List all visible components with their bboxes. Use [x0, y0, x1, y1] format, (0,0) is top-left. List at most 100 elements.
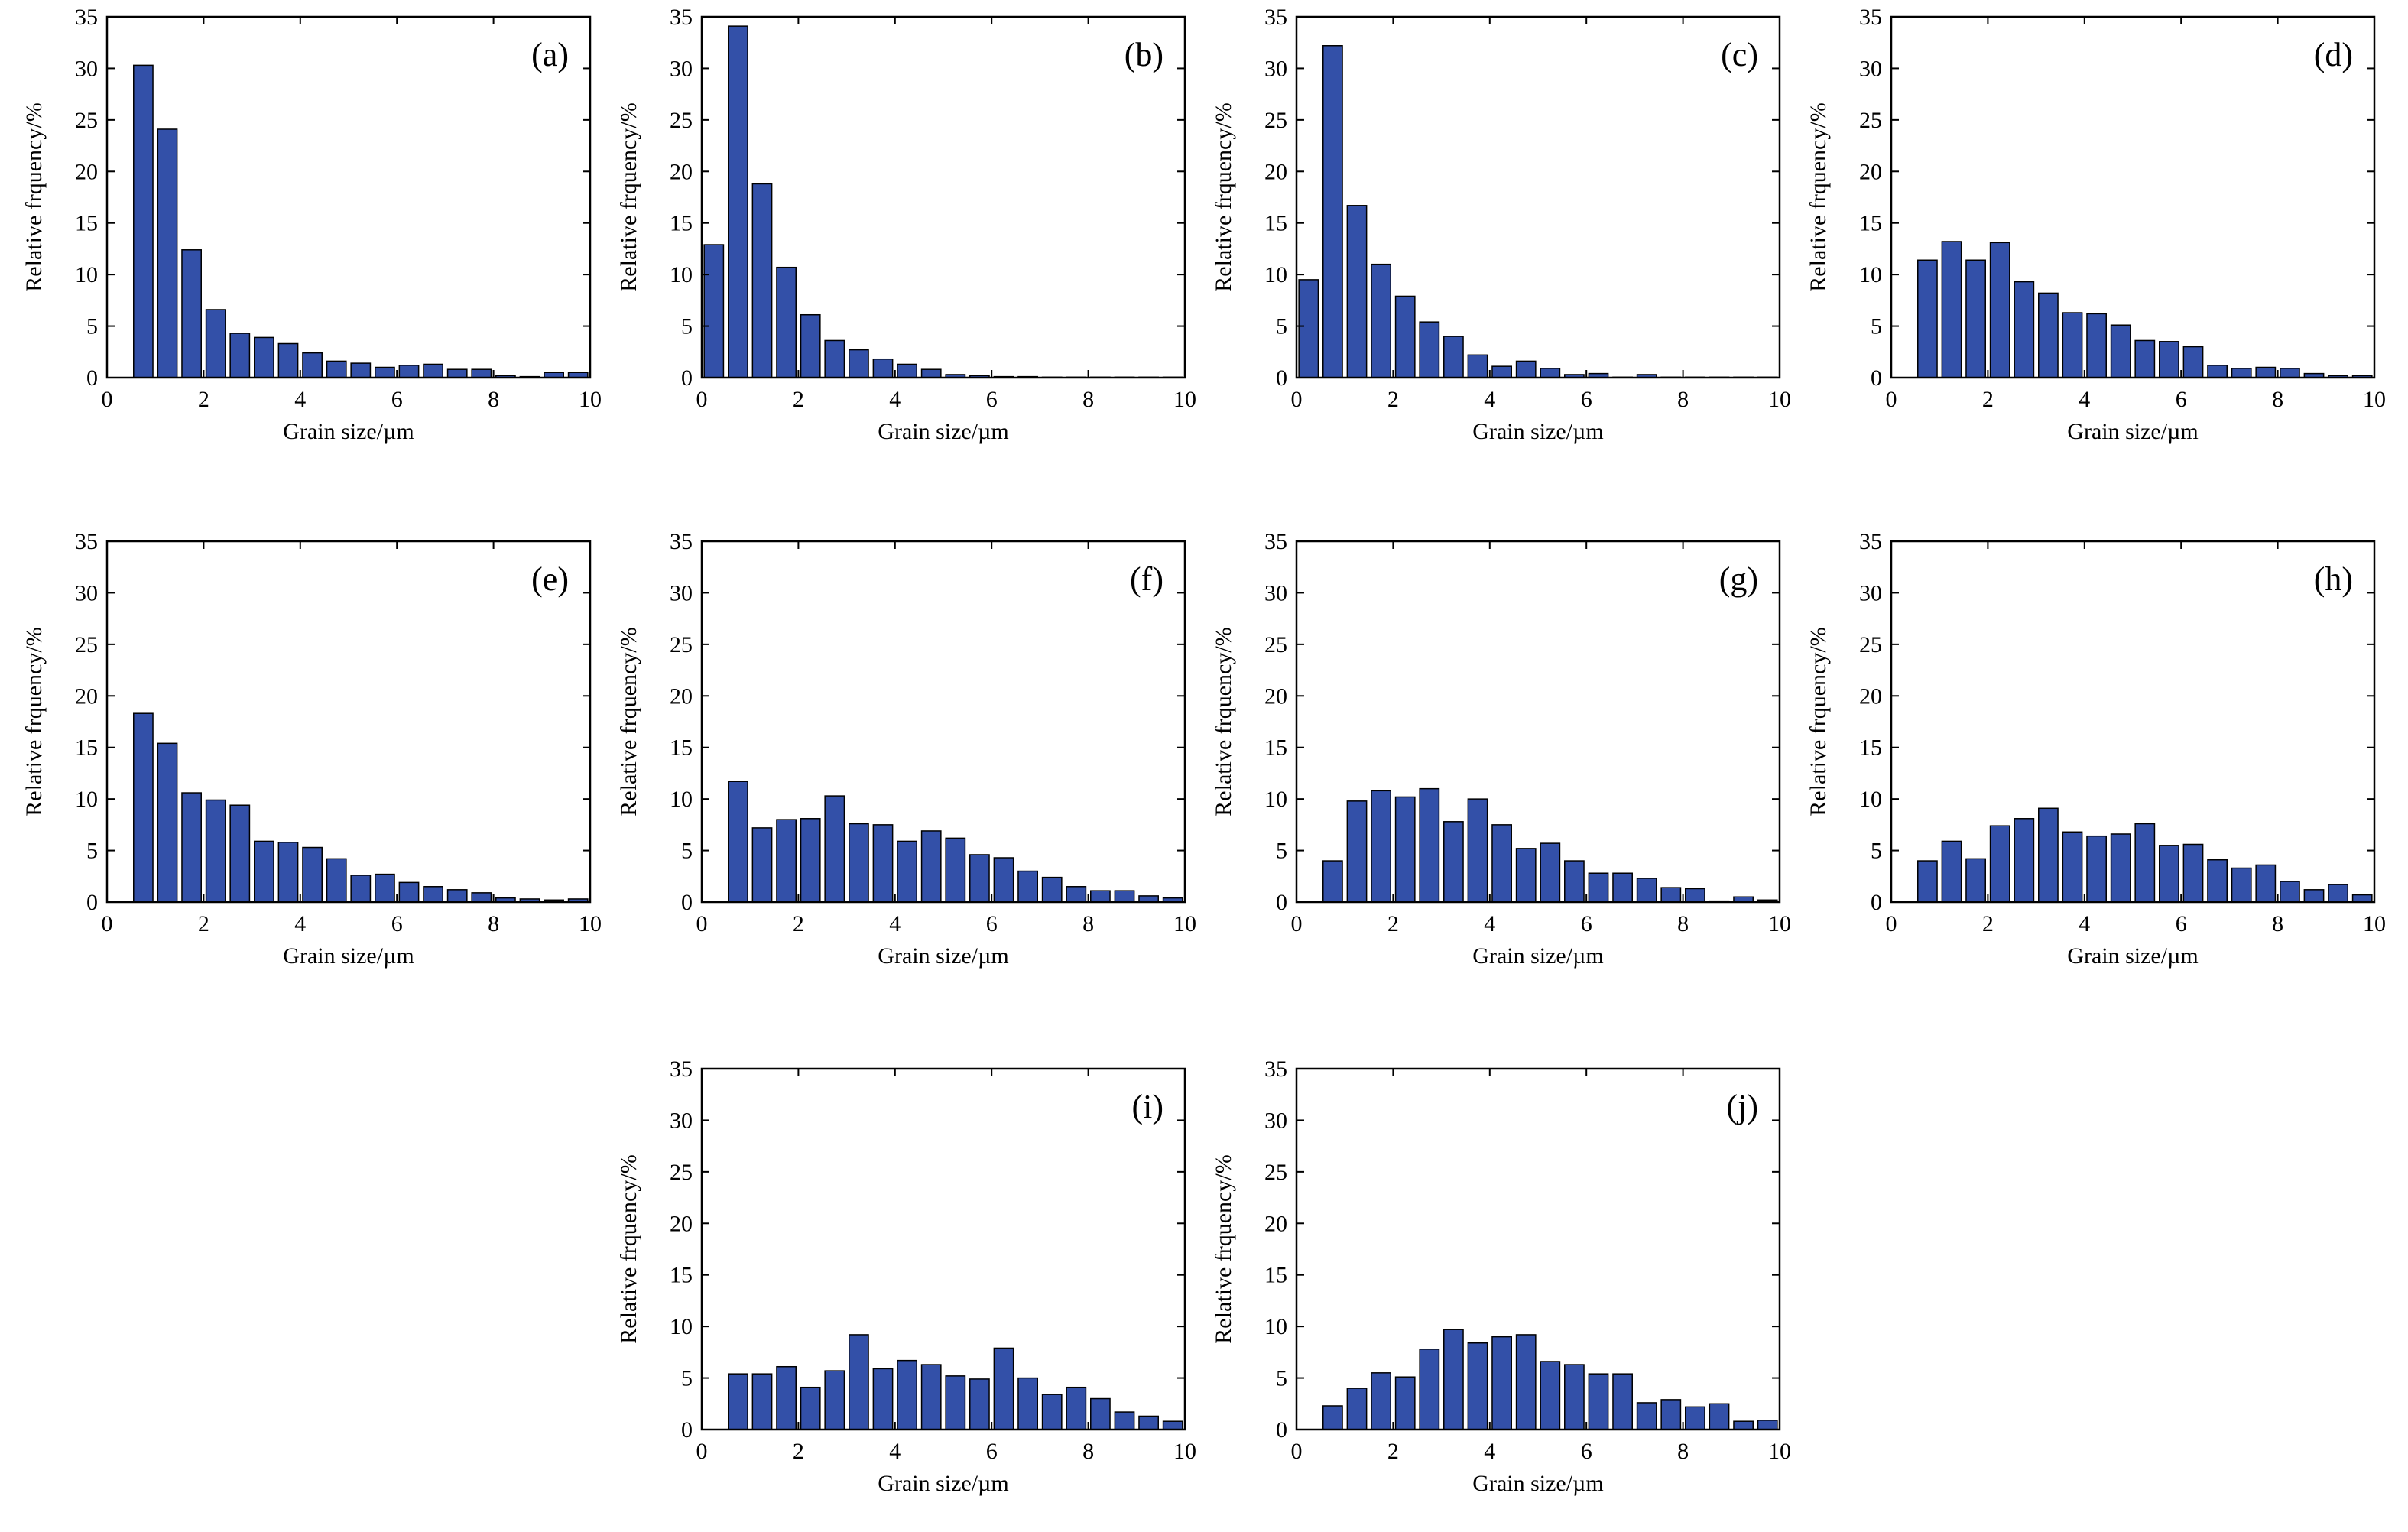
bar	[350, 875, 372, 903]
y-tick-label: 30	[1859, 56, 1882, 81]
plot-frame	[1295, 15, 1781, 379]
bar	[2280, 368, 2300, 378]
bar	[1757, 1420, 1778, 1430]
bar	[1346, 205, 1368, 378]
y-tick-label: 0	[681, 890, 693, 915]
plot-frame	[1890, 15, 2376, 379]
bar	[2134, 339, 2156, 378]
histogram-panel-10: 0 2 4 6 8 10 0 5 10 15 20 25 30 35 Grain size/µm Relati…	[1211, 1056, 1791, 1496]
x-axis-label: Grain size/µm	[283, 943, 414, 969]
y-tick-label: 35	[1264, 1056, 1287, 1082]
bar	[302, 846, 323, 903]
x-tick-label: 8	[488, 387, 499, 412]
bar	[1588, 1373, 1609, 1430]
bar	[1346, 800, 1368, 903]
bar	[872, 358, 894, 378]
histogram-panel-4: 0 2 4 6 8 10 0 5 10 15 20 25 30 35 Grain size/µm Relati…	[1806, 5, 2386, 444]
x-tick-label: 2	[1387, 1439, 1399, 1464]
bar	[1540, 1361, 1561, 1430]
bar	[2159, 341, 2179, 378]
x-tick-label: 0	[1291, 911, 1303, 936]
bar	[1394, 295, 1416, 378]
plot-frame	[1295, 540, 1781, 904]
y-tick-label: 0	[1276, 890, 1287, 915]
y-tick-label: 35	[670, 5, 693, 30]
bar	[398, 881, 420, 903]
y-tick-label: 10	[75, 787, 98, 812]
bar	[969, 854, 990, 903]
x-tick-label: 10	[579, 911, 602, 936]
x-tick-label: 10	[1173, 1439, 1196, 1464]
y-axis-label: Relative frquency/%	[1211, 102, 1236, 291]
bar	[1066, 1386, 1087, 1430]
x-axis-label: Grain size/µm	[1472, 943, 1603, 969]
bar	[1733, 1420, 1754, 1430]
y-tick-label: 25	[1264, 632, 1287, 657]
panel-label: (f)	[1130, 560, 1163, 598]
bar	[1989, 242, 2010, 378]
bar	[920, 1364, 942, 1430]
x-tick-label: 6	[986, 1439, 998, 1464]
y-tick-label: 25	[670, 632, 693, 657]
bar	[872, 1368, 894, 1430]
histogram-panel-1: 0 2 4 6 8 10 0 5 10 15 20 25 30 35 Grain size/µm Relati…	[21, 5, 602, 444]
bar	[824, 795, 845, 903]
bar	[2182, 843, 2204, 903]
bar	[423, 886, 443, 903]
y-axis-label: Relative frquency/%	[1211, 1154, 1236, 1343]
bar	[2280, 881, 2300, 903]
bar	[1090, 890, 1111, 903]
bar	[446, 889, 468, 903]
y-axis-label: Relative frquency/%	[1806, 102, 1831, 291]
y-tick-label: 30	[75, 580, 98, 605]
x-tick-label: 8	[1677, 911, 1689, 936]
x-tick-label: 0	[1291, 387, 1303, 412]
y-tick-label: 20	[1859, 159, 1882, 184]
x-tick-label: 8	[1677, 387, 1689, 412]
bar	[824, 339, 845, 378]
bar	[993, 857, 1014, 903]
y-tick-label: 15	[670, 1263, 693, 1288]
bar	[1636, 878, 1657, 903]
bar	[157, 742, 178, 903]
bar	[1443, 821, 1464, 903]
y-tick-label: 25	[670, 1160, 693, 1185]
x-tick-label: 4	[1484, 387, 1495, 412]
x-axis-label: Grain size/µm	[2067, 419, 2198, 444]
x-tick-label: 6	[391, 911, 403, 936]
x-tick-label: 8	[2272, 911, 2283, 936]
x-axis-label: Grain size/µm	[2067, 943, 2198, 969]
y-tick-label: 25	[1859, 108, 1882, 133]
bar	[1685, 888, 1705, 903]
x-tick-label: 4	[2079, 911, 2090, 936]
bar	[1660, 1399, 1682, 1430]
y-tick-label: 5	[86, 314, 98, 339]
y-tick-label: 5	[1276, 314, 1287, 339]
panel-label: (e)	[531, 560, 569, 598]
x-tick-label: 2	[1387, 387, 1399, 412]
bar	[1941, 840, 1962, 903]
bar	[703, 244, 725, 378]
y-axis-label: Relative frquency/%	[616, 102, 641, 291]
y-tick-label: 15	[1264, 735, 1287, 761]
y-tick-label: 5	[86, 839, 98, 864]
y-tick-label: 10	[670, 262, 693, 287]
x-tick-label: 8	[1677, 1439, 1689, 1464]
bar	[2134, 823, 2156, 903]
bar	[1371, 1372, 1391, 1430]
bar	[2062, 312, 2083, 378]
y-tick-label: 25	[75, 632, 98, 657]
y-tick-label: 20	[1264, 1211, 1287, 1236]
bar	[2182, 346, 2204, 378]
x-tick-label: 0	[1291, 1439, 1303, 1464]
x-tick-label: 4	[889, 387, 901, 412]
y-tick-label: 20	[670, 683, 693, 709]
bar	[2086, 835, 2107, 903]
bar	[1941, 241, 1962, 378]
histogram-panel-2: 0 2 4 6 8 10 0 5 10 15 20 25 30 35 Grain size/µm Relati…	[616, 5, 1196, 444]
y-tick-label: 30	[1264, 580, 1287, 605]
y-axis-label: Relative frquency/%	[21, 102, 47, 291]
y-tick-label: 25	[670, 108, 693, 133]
histogram-panel-5: 0 2 4 6 8 10 0 5 10 15 20 25 30 35 Grain size/µm Relati…	[21, 529, 602, 969]
